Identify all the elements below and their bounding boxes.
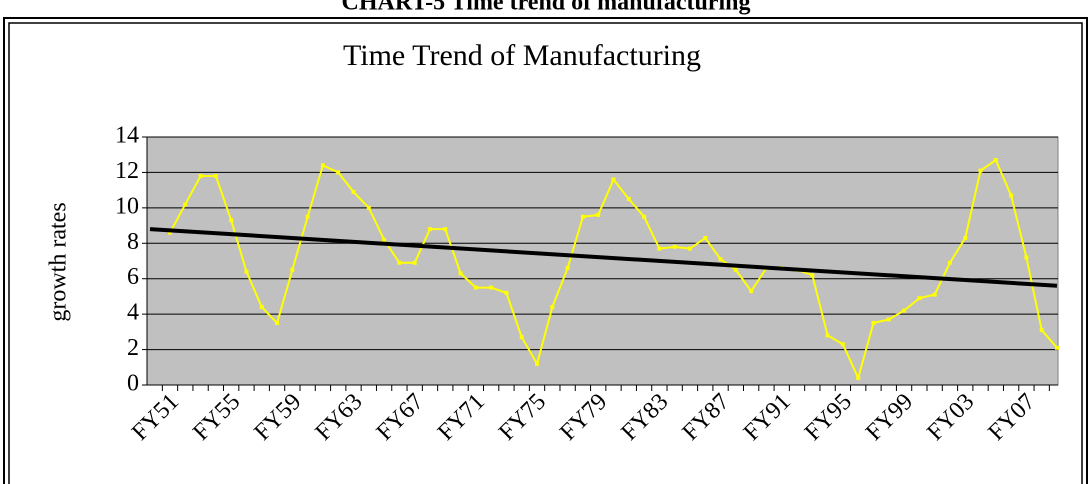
data-point — [749, 289, 754, 294]
y-tick-label: 8 — [127, 229, 139, 255]
data-point — [168, 230, 172, 235]
trend-line — [149, 227, 1058, 288]
data-point — [336, 170, 341, 175]
data-point — [259, 305, 264, 310]
y-tick-label: 4 — [127, 300, 139, 326]
data-point — [427, 227, 432, 232]
data-point — [733, 267, 738, 272]
data-point — [672, 244, 677, 249]
y-axis-label: growth rates — [46, 202, 72, 321]
data-point — [886, 317, 891, 322]
data-point — [305, 214, 310, 219]
data-point — [917, 296, 922, 301]
data-point — [718, 257, 723, 262]
data-point — [244, 269, 249, 274]
x-tick-label: FY87 — [678, 389, 735, 446]
data-point — [825, 333, 830, 338]
data-point — [229, 218, 234, 223]
plot-area — [146, 136, 1059, 386]
x-tick-label: FY63 — [311, 389, 368, 446]
data-point — [519, 335, 524, 340]
data-point — [443, 227, 448, 232]
data-point — [382, 237, 387, 242]
data-point — [366, 205, 371, 210]
data-point — [275, 321, 280, 325]
x-tick-label: FY95 — [800, 389, 857, 446]
data-point — [504, 290, 509, 295]
data-point — [458, 271, 463, 276]
chart-title: Time Trend of Manufacturing — [343, 39, 701, 72]
y-tick-label: 14 — [115, 123, 139, 149]
x-tick-label: FY99 — [861, 389, 918, 446]
x-tick-label: FY51 — [127, 389, 184, 446]
data-point — [810, 273, 815, 278]
data-point — [1055, 345, 1059, 350]
data-point — [978, 168, 983, 173]
data-point — [902, 308, 907, 313]
data-point — [626, 197, 631, 201]
data-point — [687, 246, 692, 251]
data-point — [489, 285, 494, 290]
x-tick-label: FY91 — [739, 389, 796, 446]
y-tick-label: 10 — [115, 193, 139, 219]
data-point — [932, 292, 937, 297]
data-point — [412, 260, 417, 265]
data-point — [198, 173, 203, 178]
data-point — [993, 158, 998, 163]
data-point — [856, 375, 861, 380]
inner-border — [8, 22, 1083, 484]
data-point — [1039, 328, 1044, 333]
data-point — [642, 214, 647, 219]
data-point — [397, 260, 402, 265]
data-point — [213, 173, 218, 178]
data-point — [535, 361, 540, 366]
y-tick-label: 12 — [115, 158, 139, 184]
data-point — [550, 305, 555, 310]
data-point — [320, 163, 325, 168]
page-heading: CHART-5 Time trend of manufacturing — [342, 0, 751, 16]
x-tick-label: FY83 — [616, 389, 673, 446]
y-tick-label: 0 — [127, 371, 139, 397]
data-point — [611, 177, 616, 182]
data-point — [351, 189, 356, 194]
data-point — [703, 235, 708, 240]
data-point — [657, 246, 662, 251]
data-point — [473, 285, 478, 290]
data-point — [963, 235, 968, 240]
x-tick-label: FY07 — [983, 389, 1040, 446]
data-point — [596, 212, 601, 217]
data-point — [290, 267, 295, 272]
data-point — [565, 266, 570, 271]
y-tick-label: 6 — [127, 264, 139, 290]
x-tick-label: FY71 — [433, 389, 490, 446]
data-point — [580, 214, 585, 219]
x-tick-label: FY03 — [922, 389, 979, 446]
data-point — [840, 342, 845, 347]
outer-border — [3, 17, 1088, 484]
y-tick-label: 2 — [127, 335, 139, 361]
data-point — [1009, 193, 1014, 198]
data-point — [947, 260, 952, 265]
x-tick-label: FY79 — [555, 389, 612, 446]
data-point — [1024, 255, 1029, 260]
data-point — [871, 321, 876, 325]
x-tick-label: FY67 — [372, 389, 429, 446]
x-tick-label: FY59 — [249, 389, 306, 446]
x-tick-label: FY55 — [188, 389, 245, 446]
data-point — [183, 202, 188, 207]
x-tick-label: FY75 — [494, 389, 551, 446]
